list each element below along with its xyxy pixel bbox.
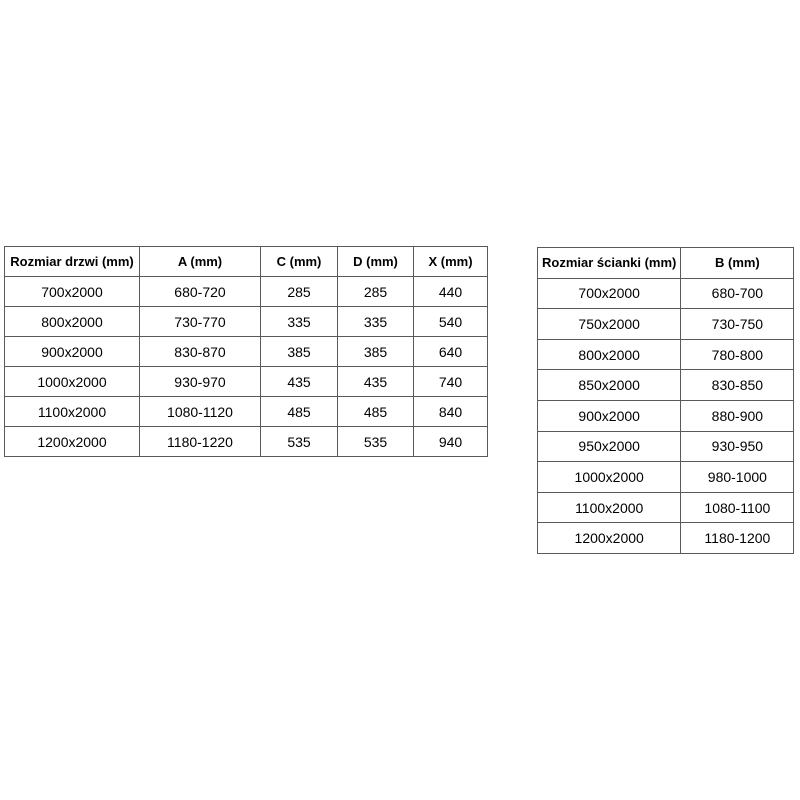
table-row: 900x2000 830-870 385 385 640: [4, 336, 488, 367]
table-cell: 335: [337, 306, 414, 337]
table-cell: 1000x2000: [536, 461, 682, 493]
table-cell: 285: [337, 276, 414, 307]
table-cell: 900x2000: [4, 336, 140, 367]
table-cell: 930-970: [139, 366, 261, 397]
table-header-cell: A (mm): [139, 246, 261, 277]
table-row: 800x2000 780-800: [536, 338, 795, 371]
table-cell: 800x2000: [4, 306, 140, 337]
table-cell: 1200x2000: [536, 522, 682, 554]
table-cell: 830-850: [680, 369, 795, 401]
table-cell: 1200x2000: [4, 426, 140, 457]
table-cell: 385: [260, 336, 338, 367]
table-header-cell: D (mm): [337, 246, 414, 277]
table-cell: 1100x2000: [536, 491, 682, 524]
table-header-cell: Rozmiar drzwi (mm): [4, 246, 140, 277]
table-cell: 980-1000: [680, 461, 795, 493]
table-cell: 850x2000: [536, 369, 682, 401]
table-cell: 385: [337, 336, 414, 367]
table-cell: 540: [413, 306, 488, 337]
table-cell: 800x2000: [536, 338, 682, 371]
table-cell: 535: [260, 426, 338, 457]
table-cell: 840: [413, 396, 488, 427]
table-cell: 485: [260, 396, 338, 427]
table-cell: 1000x2000: [4, 366, 140, 397]
table-row: 900x2000 880-900: [536, 399, 795, 432]
table-row: 700x2000 680-720 285 285 440: [4, 276, 488, 307]
table-cell: 700x2000: [536, 277, 682, 310]
table-row: 1200x2000 1180-1200: [536, 522, 795, 554]
table-cell: 900x2000: [536, 399, 682, 432]
table-cell: 880-900: [680, 399, 795, 432]
table-cell: 485: [337, 396, 414, 427]
table-header-cell: C (mm): [260, 246, 338, 277]
table-cell: 950x2000: [536, 430, 682, 463]
table-row: 850x2000 830-850: [536, 369, 795, 401]
table-cell: 285: [260, 276, 338, 307]
table-cell: 830-870: [139, 336, 261, 367]
table-cell: 440: [413, 276, 488, 307]
table-cell: 640: [413, 336, 488, 367]
door-sizes-table: Rozmiar drzwi (mm) A (mm) C (mm) D (mm) X (m…: [4, 246, 488, 457]
table-cell: 1100x2000: [4, 396, 140, 427]
table-header-cell: B (mm): [680, 247, 795, 279]
table-row: 1100x2000 1080-1100: [536, 491, 795, 524]
table-row: 1200x2000 1180-1220 535 535 940: [4, 426, 488, 457]
table-row: 1100x2000 1080-1120 485 485 840: [4, 396, 488, 427]
wall-sizes-table: Rozmiar ścianki (mm) B (mm) 700x2000 680-70…: [536, 247, 795, 554]
table-cell: 730-750: [680, 308, 795, 340]
table-row: 1000x2000 980-1000: [536, 461, 795, 493]
table-header-row: Rozmiar drzwi (mm) A (mm) C (mm) D (mm) X (m…: [4, 246, 488, 277]
table-cell: 930-950: [680, 430, 795, 463]
table-cell: 535: [337, 426, 414, 457]
table-cell: 1080-1120: [139, 396, 261, 427]
table-cell: 680-700: [680, 277, 795, 310]
table-header-cell: Rozmiar ścianki (mm): [536, 247, 682, 279]
table-cell: 1180-1220: [139, 426, 261, 457]
table-cell: 680-720: [139, 276, 261, 307]
table-cell: 335: [260, 306, 338, 337]
table-row: 750x2000 730-750: [536, 308, 795, 340]
table-row: 800x2000 730-770 335 335 540: [4, 306, 488, 337]
table-cell: 700x2000: [4, 276, 140, 307]
table-row: 950x2000 930-950: [536, 430, 795, 463]
table-row: 700x2000 680-700: [536, 277, 795, 310]
table-cell: 1180-1200: [680, 522, 795, 554]
table-cell: 435: [260, 366, 338, 397]
table-header-cell: X (mm): [413, 246, 488, 277]
table-cell: 940: [413, 426, 488, 457]
table-cell: 1080-1100: [680, 491, 795, 524]
table-row: 1000x2000 930-970 435 435 740: [4, 366, 488, 397]
table-cell: 435: [337, 366, 414, 397]
table-cell: 780-800: [680, 338, 795, 371]
table-cell: 740: [413, 366, 488, 397]
table-header-row: Rozmiar ścianki (mm) B (mm): [536, 247, 795, 279]
table-cell: 730-770: [139, 306, 261, 337]
table-cell: 750x2000: [536, 308, 682, 340]
